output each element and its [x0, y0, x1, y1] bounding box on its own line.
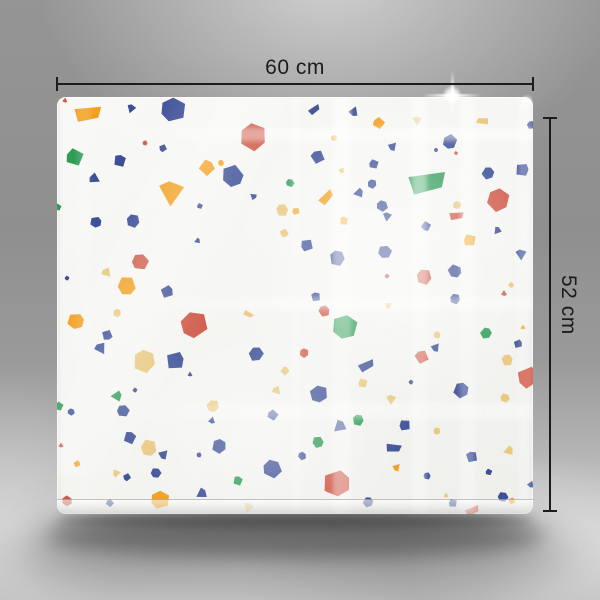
height-dimension-label: 52 cm	[557, 275, 580, 335]
floor-shadow-core	[45, 512, 545, 558]
glass-board	[57, 97, 533, 514]
glass-bottom-bevel	[57, 499, 533, 514]
width-dimension-label: 60 cm	[265, 56, 325, 79]
floor-shadow-contact	[57, 512, 533, 528]
height-dimension-tick-bottom	[543, 510, 557, 512]
corner-glint	[520, 94, 534, 108]
height-dimension-line	[549, 118, 551, 512]
lens-flare-core	[442, 85, 462, 105]
width-dimension-line	[57, 83, 533, 85]
width-dimension-tick-right	[532, 77, 534, 91]
height-dimension-tick-top	[543, 117, 557, 119]
terrazzo-pattern	[57, 97, 533, 514]
width-dimension-tick-left	[56, 77, 58, 91]
